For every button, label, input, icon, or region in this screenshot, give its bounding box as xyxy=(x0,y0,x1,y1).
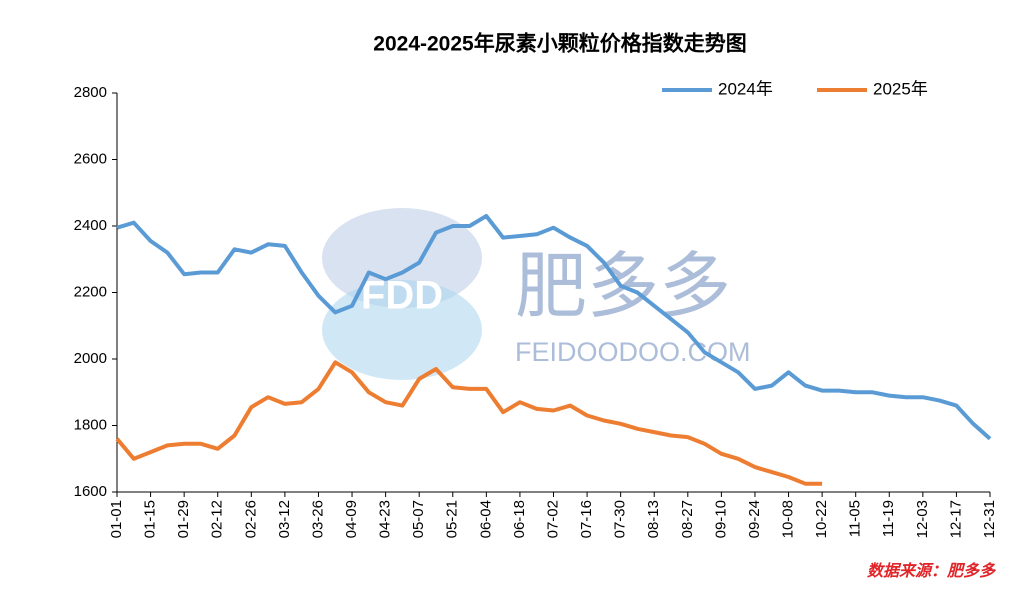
x-tick-label: 10-22 xyxy=(813,500,830,538)
x-tick-label: 11-19 xyxy=(880,500,897,537)
x-tick-label: 11-05 xyxy=(847,500,864,537)
x-tick-label: 01-01 xyxy=(108,500,125,538)
x-tick-label: 06-18 xyxy=(511,500,528,538)
x-tick-label: 03-12 xyxy=(276,500,293,538)
line-series xyxy=(116,214,992,441)
logo-shape xyxy=(322,280,482,380)
x-tick-label: 04-23 xyxy=(377,500,394,538)
x-tick-label: 12-03 xyxy=(914,500,931,538)
x-tick-label: 07-30 xyxy=(612,500,629,538)
y-tick-label: 2200 xyxy=(74,283,107,300)
x-tick-label: 09-24 xyxy=(746,500,763,538)
y-tick-label: 1800 xyxy=(74,416,107,433)
legend-label: 2025年 xyxy=(873,79,928,98)
x-tick-label: 06-04 xyxy=(477,500,494,538)
x-tick-label: 05-21 xyxy=(444,500,461,538)
x-tick-label: 10-08 xyxy=(780,500,797,538)
x-tick-label: 05-07 xyxy=(410,500,427,538)
y-tick-label: 2000 xyxy=(74,350,107,367)
x-tick-label: 03-26 xyxy=(309,500,326,538)
x-tick-label: 07-16 xyxy=(578,500,595,538)
x-tick-label: 04-09 xyxy=(343,500,360,538)
y-tick-label: 2400 xyxy=(74,217,107,234)
y-tick-label: 2800 xyxy=(74,84,107,101)
x-tick-label: 08-27 xyxy=(679,500,696,538)
y-tick-label: 2600 xyxy=(74,150,107,167)
line-series xyxy=(115,360,823,486)
legend-label: 2024年 xyxy=(718,79,773,98)
x-tick-label: 09-10 xyxy=(712,500,729,538)
y-tick-label: 1600 xyxy=(74,483,107,500)
x-tick-label: 02-26 xyxy=(242,500,259,538)
x-tick-label: 07-02 xyxy=(544,500,561,538)
x-tick-label: 08-13 xyxy=(645,500,662,538)
x-tick-label: 01-15 xyxy=(142,500,159,538)
x-tick-label: 12-31 xyxy=(981,500,998,538)
x-tick-label: 02-12 xyxy=(209,500,226,538)
watermark-logo: FDD xyxy=(361,274,443,318)
chart-title: 2024-2025年尿素小颗粒价格指数走势图 xyxy=(373,32,746,56)
watermark-site: FEIDOODOO.COM xyxy=(515,337,751,367)
source: 数据来源：肥多多 xyxy=(867,562,997,580)
x-tick-label: 01-29 xyxy=(175,500,192,538)
x-tick-label: 12-17 xyxy=(947,500,964,538)
